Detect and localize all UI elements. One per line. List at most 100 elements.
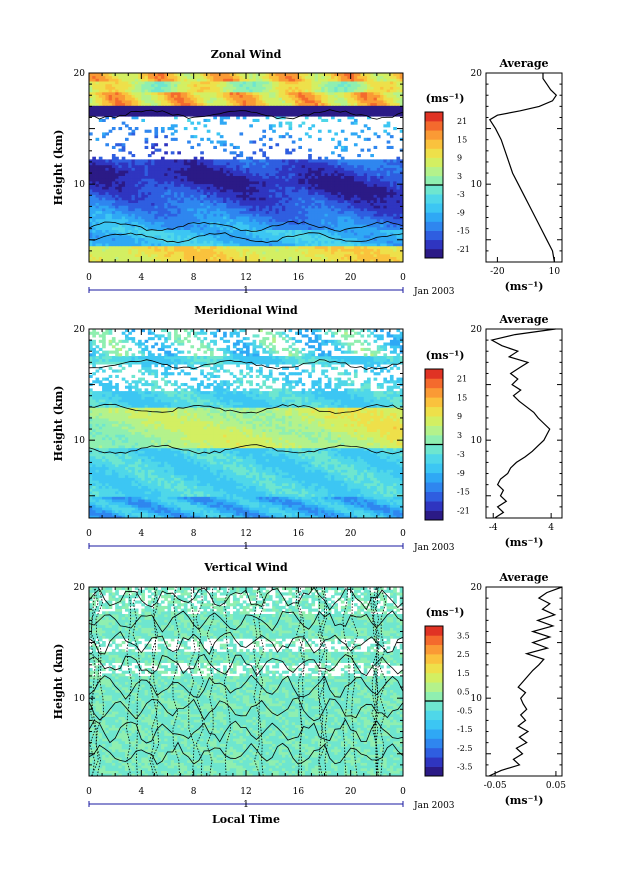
heatmap-cell — [321, 216, 325, 219]
heatmap-cell — [230, 240, 234, 243]
heatmap-cell — [181, 211, 185, 214]
heatmap-cell — [344, 189, 348, 192]
heatmap-cell — [223, 197, 227, 200]
heatmap-cell — [210, 211, 214, 214]
heatmap-cell — [109, 186, 113, 189]
heatmap-cell — [302, 195, 306, 198]
heatmap-cell — [279, 108, 283, 111]
heatmap-cell — [194, 230, 198, 233]
heatmap-cell — [115, 230, 119, 233]
heatmap-cell — [203, 186, 207, 189]
heatmap-cell — [253, 178, 257, 181]
heatmap-cell — [226, 211, 230, 214]
heatmap-cell — [308, 230, 312, 233]
heatmap-cell — [354, 216, 358, 219]
heatmap-cell — [187, 251, 191, 254]
heatmap-cell — [256, 249, 260, 252]
heatmap-cell — [318, 243, 322, 246]
heatmap-cell — [213, 170, 217, 173]
heatmap-cell — [367, 189, 371, 192]
heatmap-cell — [171, 124, 175, 127]
heatmap-cell — [105, 230, 109, 233]
heatmap-cell — [132, 108, 136, 111]
heatmap-cell — [148, 97, 152, 100]
heatmap-cell — [187, 97, 191, 100]
heatmap-cell — [253, 227, 257, 230]
heatmap-cell — [138, 205, 142, 208]
heatmap-cell — [282, 230, 286, 233]
heatmap-cell — [239, 154, 243, 157]
heatmap-cell — [128, 92, 132, 95]
heatmap-cell — [383, 103, 387, 106]
heatmap-cell — [96, 170, 100, 173]
heatmap-cell — [275, 186, 279, 189]
heatmap-cell — [141, 95, 145, 98]
heatmap-cell — [393, 254, 397, 257]
heatmap-cell — [96, 186, 100, 189]
heatmap-cell — [161, 127, 165, 130]
heatmap-cell — [174, 232, 178, 235]
heatmap-cell — [171, 105, 175, 108]
heatmap-cell — [151, 162, 155, 165]
heatmap-cell — [223, 114, 227, 117]
heatmap-cell — [125, 230, 129, 233]
heatmap-cell — [364, 205, 368, 208]
heatmap-cell — [256, 168, 260, 171]
heatmap-cell — [141, 181, 145, 184]
heatmap-cell — [383, 108, 387, 111]
heatmap-cell — [266, 105, 270, 108]
heatmap-cell — [315, 173, 319, 176]
heatmap-cell — [213, 205, 217, 208]
heatmap-cell — [387, 195, 391, 198]
heatmap-cell — [174, 105, 178, 108]
heatmap-cell — [148, 100, 152, 103]
heatmap-cell — [380, 100, 384, 103]
heatmap-cell — [344, 251, 348, 254]
heatmap-cell — [230, 173, 234, 176]
heatmap-cell — [197, 189, 201, 192]
heatmap-cell — [328, 232, 332, 235]
heatmap-cell — [292, 246, 296, 249]
heatmap-cell — [275, 249, 279, 252]
heatmap-cell — [305, 162, 309, 165]
heatmap-cell — [223, 251, 227, 254]
heatmap-cell — [217, 243, 221, 246]
heatmap-cell — [364, 251, 368, 254]
heatmap-cell — [239, 111, 243, 114]
heatmap-cell — [207, 165, 211, 168]
heatmap-cell — [295, 108, 299, 111]
heatmap-cell — [151, 151, 155, 154]
heatmap-cell — [266, 208, 270, 211]
heatmap-cell — [308, 246, 312, 249]
heatmap-cell — [223, 195, 227, 198]
heatmap-cell — [197, 240, 201, 243]
heatmap-cell — [364, 138, 368, 141]
heatmap-cell — [233, 243, 237, 246]
heatmap-cell — [112, 162, 116, 165]
heatmap-cell — [269, 111, 273, 114]
heatmap-cell — [89, 89, 93, 92]
heatmap-cell — [135, 195, 139, 198]
heatmap-cell — [105, 132, 109, 135]
heatmap-cell — [390, 216, 394, 219]
heatmap-cell — [298, 213, 302, 216]
heatmap-cell — [298, 249, 302, 252]
heatmap-cell — [321, 178, 325, 181]
heatmap-cell — [262, 178, 266, 181]
heatmap-cell — [351, 208, 355, 211]
heatmap-cell — [338, 203, 342, 206]
heatmap-cell — [118, 246, 122, 249]
heatmap-cell — [249, 195, 253, 198]
heatmap-cell — [151, 146, 155, 149]
heatmap-cell — [226, 251, 230, 254]
heatmap-cell — [217, 189, 221, 192]
heatmap-cell — [89, 162, 93, 165]
heatmap-cell — [360, 100, 364, 103]
heatmap-cell — [239, 251, 243, 254]
heatmap-cell — [380, 238, 384, 241]
heatmap-cell — [338, 154, 342, 157]
heatmap-cell — [151, 105, 155, 108]
heatmap-cell — [239, 249, 243, 252]
heatmap-cell — [243, 159, 247, 162]
heatmap-cell — [364, 211, 368, 214]
